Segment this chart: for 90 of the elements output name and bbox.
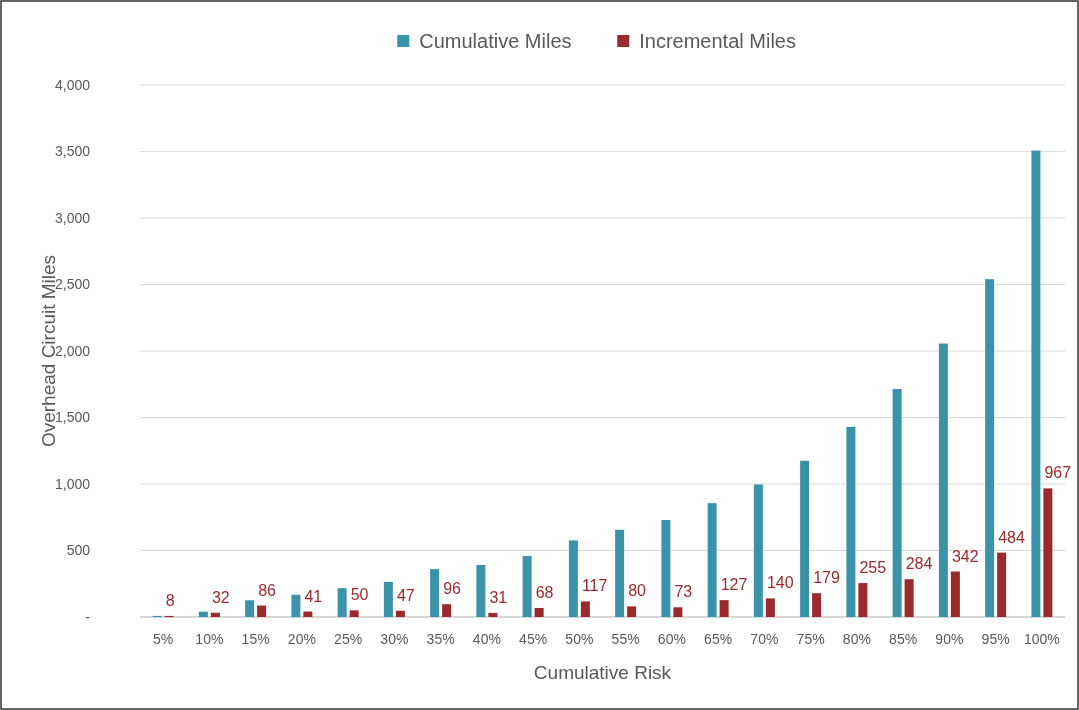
bar	[522, 555, 532, 617]
bar	[1043, 488, 1053, 617]
data-label: 32	[211, 588, 230, 606]
y-tick-label: 2,500	[54, 276, 91, 293]
data-label: 484	[998, 528, 1025, 546]
x-axis-title: Cumulative Risk	[533, 662, 672, 683]
data-label: 68	[535, 583, 554, 601]
bar	[753, 484, 763, 617]
bar	[580, 601, 590, 617]
data-label: 342	[951, 547, 979, 565]
bar	[627, 606, 637, 617]
x-tick-label: 75%	[796, 631, 825, 647]
bar	[615, 529, 625, 617]
data-label: 117	[581, 577, 608, 595]
data-label: 73	[674, 583, 693, 601]
x-tick-label: 55%	[611, 631, 640, 647]
x-tick-label: 65%	[704, 631, 733, 647]
data-label: 179	[813, 569, 840, 587]
bar	[892, 389, 902, 617]
y-tick-label: 2,000	[54, 342, 91, 359]
y-tick-label: 500	[66, 542, 91, 559]
bar	[337, 588, 347, 617]
x-tick-label: 100%	[1023, 631, 1060, 647]
bar	[661, 520, 671, 617]
data-label: 255	[859, 559, 887, 577]
data-label: 96	[443, 580, 462, 598]
x-tick-label: 10%	[195, 631, 224, 647]
bar	[673, 607, 683, 617]
bar	[812, 593, 822, 617]
data-label: 140	[766, 574, 794, 592]
bar	[442, 604, 452, 617]
bar	[383, 581, 393, 617]
data-label: 127	[720, 576, 748, 594]
bar	[904, 579, 914, 617]
bar	[349, 610, 359, 617]
data-label: 41	[304, 587, 323, 605]
y-tick-label: -	[85, 608, 91, 625]
data-label: 31	[489, 588, 508, 606]
bar	[1031, 150, 1041, 617]
data-label: 967	[1044, 464, 1072, 482]
bar	[245, 600, 255, 617]
bar	[198, 611, 208, 617]
x-tick-label: 30%	[380, 631, 409, 647]
bar	[707, 503, 717, 617]
bar	[303, 611, 313, 617]
y-tick-label: 4,000	[54, 76, 91, 93]
bar	[257, 605, 267, 617]
x-tick-label: 90%	[935, 631, 964, 647]
x-tick-label: 15%	[241, 631, 270, 647]
x-tick-label: 60%	[657, 631, 686, 647]
x-tick-label: 25%	[334, 631, 363, 647]
y-tick-label: 1,000	[54, 475, 91, 492]
bar	[719, 600, 729, 617]
data-label: 80	[628, 582, 647, 600]
legend-label: Cumulative Miles	[419, 30, 572, 52]
y-tick-label: 3,500	[54, 143, 91, 160]
x-tick-label: 95%	[981, 631, 1010, 647]
bar	[985, 279, 995, 617]
bar	[950, 571, 960, 617]
bar	[800, 460, 810, 617]
data-label: 86	[258, 581, 277, 599]
y-tick-label: 3,000	[54, 209, 91, 226]
bar	[534, 607, 544, 617]
bar	[846, 426, 856, 617]
data-label: 47	[396, 586, 415, 604]
x-tick-label: 35%	[426, 631, 455, 647]
bar	[488, 612, 498, 617]
x-tick-label: 20%	[287, 631, 316, 647]
y-tick-label: 1,500	[54, 409, 91, 426]
x-tick-label: 5%	[153, 631, 174, 647]
bar	[938, 343, 948, 617]
data-label: 8	[165, 591, 175, 609]
x-tick-label: 80%	[842, 631, 871, 647]
x-tick-label: 50%	[565, 631, 594, 647]
bar	[210, 612, 220, 617]
bar	[395, 610, 405, 617]
bar	[476, 565, 486, 617]
bar	[858, 583, 868, 617]
bar	[568, 540, 578, 617]
x-tick-label: 40%	[472, 631, 501, 647]
bar	[765, 598, 775, 617]
bar	[997, 552, 1007, 617]
x-tick-label: 45%	[519, 631, 548, 647]
x-tick-label: 70%	[750, 631, 779, 647]
legend-label: Incremental Miles	[639, 30, 796, 52]
bar	[291, 594, 301, 617]
data-label: 284	[905, 555, 933, 573]
data-label: 50	[350, 586, 369, 604]
x-tick-label: 85%	[889, 631, 918, 647]
bar	[430, 569, 440, 617]
